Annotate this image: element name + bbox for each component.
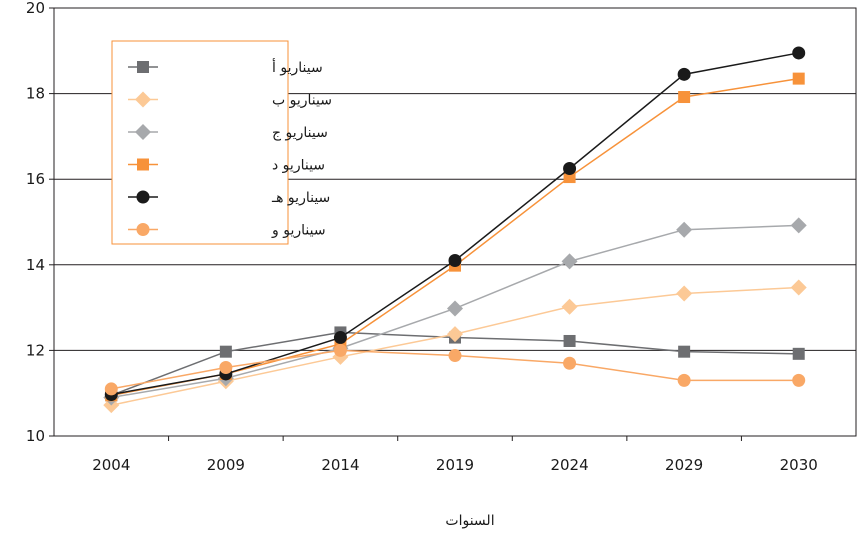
plot-frame [53, 7, 857, 437]
legend-entry: سيناريو هـ [128, 190, 330, 206]
legend-box [111, 40, 289, 245]
data-point [447, 326, 463, 343]
data-point [448, 349, 462, 363]
data-point [792, 373, 806, 387]
x-axis-title: السنوات [445, 513, 494, 529]
data-point [676, 221, 693, 238]
legend-label: سيناريو ج [272, 125, 328, 141]
legend-marker [137, 61, 149, 73]
data-point [219, 361, 233, 375]
data-point [677, 67, 691, 81]
legend-entry: سيناريو أ [128, 58, 323, 76]
data-point [447, 300, 463, 317]
data-point [561, 298, 578, 315]
legend-entry: سيناريو ج [128, 124, 328, 141]
legend-label: سيناريو د [272, 158, 325, 174]
y-tick-label: 20 [26, 0, 45, 17]
x-tick-label: 2030 [780, 456, 818, 474]
legend-marker [137, 158, 149, 171]
x-tick-label: 2004 [92, 456, 130, 474]
legend-marker [135, 91, 151, 108]
data-point [792, 46, 806, 60]
x-tick-label: 2019 [436, 456, 474, 474]
legend-label: سيناريو هـ [271, 190, 330, 206]
data-point [561, 253, 578, 270]
data-point [333, 331, 347, 345]
data-point [563, 334, 576, 347]
y-tick-label: 16 [26, 170, 45, 188]
data-point [792, 347, 805, 360]
y-tick-label: 10 [26, 427, 45, 445]
legend-entry: سيناريو د [128, 158, 325, 174]
x-tick-label: 2014 [321, 456, 359, 474]
legend-label: سيناريو ب [272, 93, 332, 109]
series-2 [103, 279, 807, 414]
data-point [677, 373, 691, 387]
data-point [104, 382, 118, 396]
data-point [790, 279, 807, 296]
legend-label: سيناريو و [271, 223, 326, 239]
y-tick-label: 18 [26, 85, 45, 103]
x-tick-label: 2009 [207, 456, 245, 474]
axes: 10 12 14 16 18 20 2004 2009 2014 2019 2024 2029 2030 [26, 0, 857, 474]
series-group [103, 46, 807, 414]
legend-entry: سيناريو ب [128, 91, 332, 109]
legend-entry: سيناريو و [128, 223, 326, 239]
data-point [219, 345, 232, 358]
data-point [792, 72, 805, 85]
data-point [676, 285, 693, 302]
legend-marker [136, 223, 150, 236]
y-tick-label: 14 [26, 256, 45, 274]
legend-label: سيناريو أ [272, 58, 323, 76]
data-point [678, 345, 691, 358]
series-6 [104, 343, 806, 396]
legend-marker [135, 124, 151, 140]
data-point [790, 217, 807, 234]
data-point [448, 254, 462, 268]
legend-marker [136, 190, 150, 204]
x-tick-label: 2024 [550, 456, 588, 474]
data-point [563, 162, 577, 175]
data-point [678, 91, 691, 104]
legend: سيناريو أ سيناريو ب سيناريو ج سيناريو د سينا… [111, 40, 332, 245]
x-tick-label: 2029 [665, 456, 703, 474]
data-point [333, 343, 347, 357]
y-tick-label: 12 [26, 341, 45, 359]
data-point [563, 356, 577, 370]
